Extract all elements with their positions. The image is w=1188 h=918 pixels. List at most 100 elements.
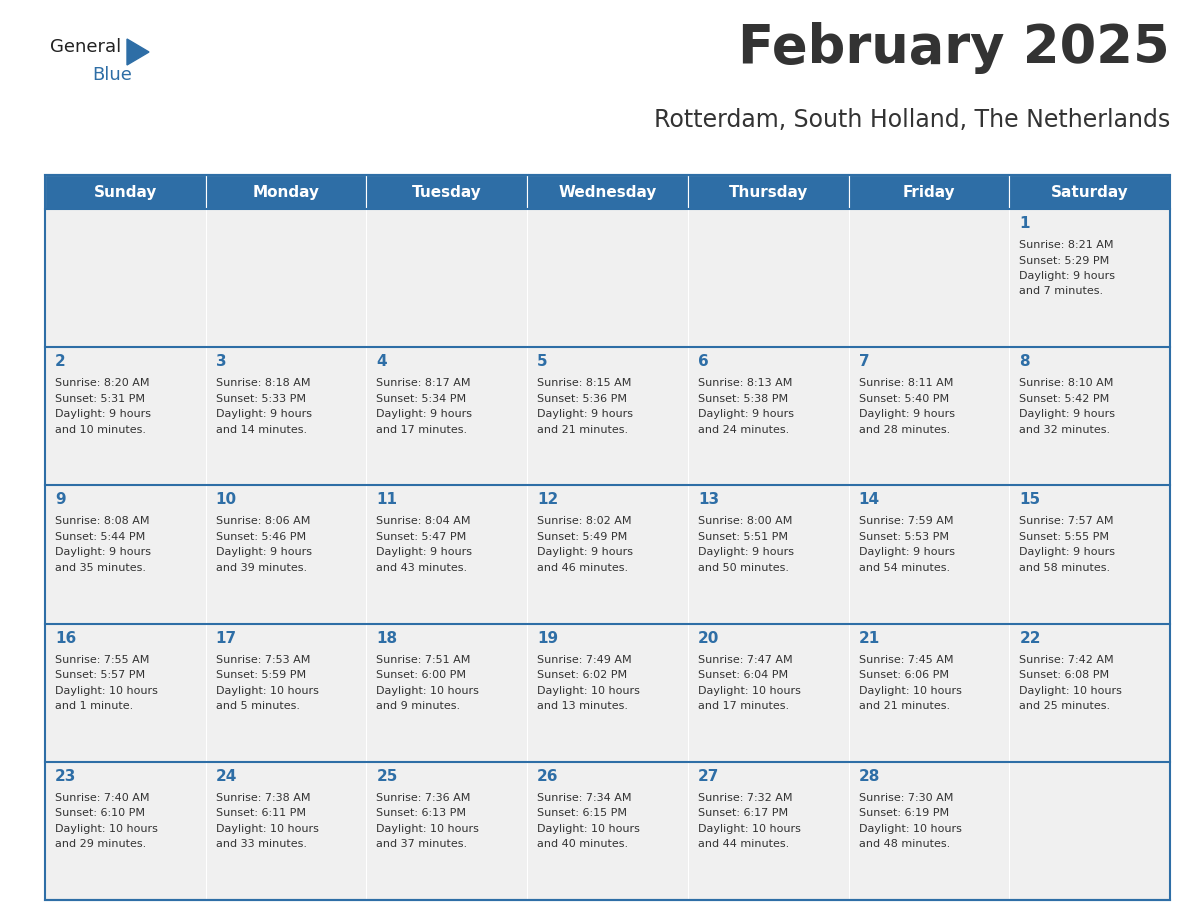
Bar: [1010, 209, 1170, 347]
Text: and 43 minutes.: and 43 minutes.: [377, 563, 468, 573]
Bar: [527, 209, 688, 347]
Text: Sunset: 5:47 PM: Sunset: 5:47 PM: [377, 532, 467, 542]
Text: Daylight: 9 hours: Daylight: 9 hours: [537, 547, 633, 557]
Text: 15: 15: [1019, 492, 1041, 508]
Text: General: General: [50, 38, 121, 56]
Bar: [45, 175, 206, 209]
Text: Thursday: Thursday: [728, 185, 808, 199]
Text: 19: 19: [537, 631, 558, 645]
Bar: [527, 762, 688, 900]
Text: Daylight: 9 hours: Daylight: 9 hours: [55, 547, 151, 557]
Bar: [366, 209, 527, 347]
Text: Sunset: 5:59 PM: Sunset: 5:59 PM: [216, 670, 305, 680]
Text: Daylight: 9 hours: Daylight: 9 hours: [1019, 547, 1116, 557]
Text: 4: 4: [377, 354, 387, 369]
Text: 9: 9: [55, 492, 65, 508]
Bar: [366, 762, 527, 900]
Text: Sunset: 5:33 PM: Sunset: 5:33 PM: [216, 394, 305, 404]
Bar: [848, 175, 1010, 209]
Text: and 9 minutes.: and 9 minutes.: [377, 701, 461, 711]
Text: 6: 6: [697, 354, 708, 369]
Text: Sunrise: 8:02 AM: Sunrise: 8:02 AM: [537, 517, 632, 526]
Text: Sunrise: 7:49 AM: Sunrise: 7:49 AM: [537, 655, 632, 665]
Text: Sunrise: 8:10 AM: Sunrise: 8:10 AM: [1019, 378, 1113, 388]
Text: Rotterdam, South Holland, The Netherlands: Rotterdam, South Holland, The Netherland…: [653, 108, 1170, 132]
Text: and 32 minutes.: and 32 minutes.: [1019, 425, 1111, 435]
Text: Sunset: 6:11 PM: Sunset: 6:11 PM: [216, 809, 305, 818]
Text: 20: 20: [697, 631, 719, 645]
Text: 21: 21: [859, 631, 880, 645]
Text: Sunrise: 8:13 AM: Sunrise: 8:13 AM: [697, 378, 792, 388]
Bar: [1010, 762, 1170, 900]
Text: Sunset: 6:15 PM: Sunset: 6:15 PM: [537, 809, 627, 818]
Text: Daylight: 9 hours: Daylight: 9 hours: [859, 547, 955, 557]
Bar: [527, 175, 688, 209]
Bar: [688, 762, 848, 900]
Text: Sunrise: 7:57 AM: Sunrise: 7:57 AM: [1019, 517, 1114, 526]
Bar: [206, 347, 366, 486]
Text: Daylight: 10 hours: Daylight: 10 hours: [55, 823, 158, 834]
Text: 13: 13: [697, 492, 719, 508]
Bar: [206, 175, 366, 209]
Text: Sunrise: 8:11 AM: Sunrise: 8:11 AM: [859, 378, 953, 388]
Text: and 46 minutes.: and 46 minutes.: [537, 563, 628, 573]
Text: and 40 minutes.: and 40 minutes.: [537, 839, 628, 849]
Text: and 21 minutes.: and 21 minutes.: [537, 425, 628, 435]
Text: Sunrise: 7:34 AM: Sunrise: 7:34 AM: [537, 793, 632, 803]
Text: 24: 24: [216, 768, 238, 784]
Text: Blue: Blue: [91, 66, 132, 84]
Text: Sunset: 5:34 PM: Sunset: 5:34 PM: [377, 394, 467, 404]
Text: Daylight: 9 hours: Daylight: 9 hours: [216, 409, 311, 420]
Text: and 44 minutes.: and 44 minutes.: [697, 839, 789, 849]
Text: and 1 minute.: and 1 minute.: [55, 701, 133, 711]
Text: 16: 16: [55, 631, 76, 645]
Text: Daylight: 9 hours: Daylight: 9 hours: [697, 547, 794, 557]
Bar: [206, 486, 366, 623]
Bar: [366, 175, 527, 209]
Text: Friday: Friday: [903, 185, 955, 199]
Bar: [688, 175, 848, 209]
Text: Sunrise: 8:21 AM: Sunrise: 8:21 AM: [1019, 240, 1114, 250]
Text: Daylight: 10 hours: Daylight: 10 hours: [55, 686, 158, 696]
Bar: [45, 762, 206, 900]
Bar: [688, 209, 848, 347]
Text: and 24 minutes.: and 24 minutes.: [697, 425, 789, 435]
Text: Daylight: 10 hours: Daylight: 10 hours: [859, 823, 961, 834]
Text: Daylight: 9 hours: Daylight: 9 hours: [537, 409, 633, 420]
Text: 22: 22: [1019, 631, 1041, 645]
Text: Sunrise: 7:42 AM: Sunrise: 7:42 AM: [1019, 655, 1114, 665]
Text: Sunrise: 8:18 AM: Sunrise: 8:18 AM: [216, 378, 310, 388]
Text: and 39 minutes.: and 39 minutes.: [216, 563, 307, 573]
Text: 10: 10: [216, 492, 236, 508]
Text: Sunset: 5:46 PM: Sunset: 5:46 PM: [216, 532, 305, 542]
Text: Sunrise: 8:06 AM: Sunrise: 8:06 AM: [216, 517, 310, 526]
Text: Daylight: 9 hours: Daylight: 9 hours: [55, 409, 151, 420]
Text: and 54 minutes.: and 54 minutes.: [859, 563, 949, 573]
Text: Sunset: 5:57 PM: Sunset: 5:57 PM: [55, 670, 145, 680]
Polygon shape: [127, 39, 148, 65]
Text: Sunset: 5:29 PM: Sunset: 5:29 PM: [1019, 255, 1110, 265]
Text: Sunset: 6:00 PM: Sunset: 6:00 PM: [377, 670, 467, 680]
Text: Sunrise: 8:20 AM: Sunrise: 8:20 AM: [55, 378, 150, 388]
Text: Sunset: 5:51 PM: Sunset: 5:51 PM: [697, 532, 788, 542]
Text: and 21 minutes.: and 21 minutes.: [859, 701, 949, 711]
Text: Sunrise: 7:30 AM: Sunrise: 7:30 AM: [859, 793, 953, 803]
Text: Sunset: 6:10 PM: Sunset: 6:10 PM: [55, 809, 145, 818]
Text: Sunset: 5:31 PM: Sunset: 5:31 PM: [55, 394, 145, 404]
Bar: [366, 347, 527, 486]
Text: Sunset: 6:06 PM: Sunset: 6:06 PM: [859, 670, 948, 680]
Bar: [206, 209, 366, 347]
Text: and 50 minutes.: and 50 minutes.: [697, 563, 789, 573]
Text: Daylight: 9 hours: Daylight: 9 hours: [377, 547, 473, 557]
Text: and 58 minutes.: and 58 minutes.: [1019, 563, 1111, 573]
Text: 11: 11: [377, 492, 398, 508]
Bar: [366, 486, 527, 623]
Text: Daylight: 9 hours: Daylight: 9 hours: [216, 547, 311, 557]
Text: 1: 1: [1019, 216, 1030, 231]
Text: and 13 minutes.: and 13 minutes.: [537, 701, 628, 711]
Text: Daylight: 10 hours: Daylight: 10 hours: [216, 686, 318, 696]
Text: and 7 minutes.: and 7 minutes.: [1019, 286, 1104, 297]
Text: Sunrise: 7:40 AM: Sunrise: 7:40 AM: [55, 793, 150, 803]
Text: 5: 5: [537, 354, 548, 369]
Text: Sunrise: 7:55 AM: Sunrise: 7:55 AM: [55, 655, 150, 665]
